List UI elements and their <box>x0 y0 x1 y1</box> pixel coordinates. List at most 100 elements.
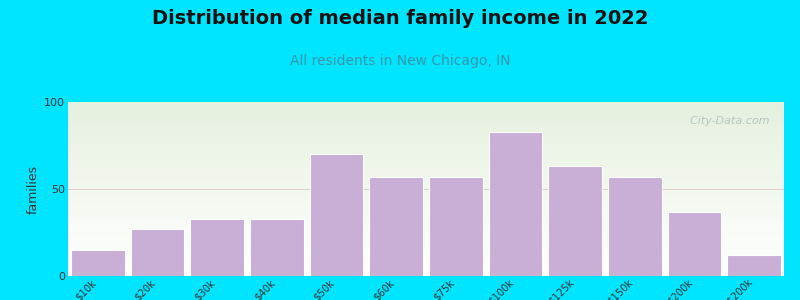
Bar <box>68 250 784 251</box>
Bar <box>68 138 784 139</box>
Bar <box>68 184 784 185</box>
Bar <box>370 177 423 276</box>
Bar <box>68 124 784 125</box>
Bar <box>68 235 784 236</box>
Text: City-Data.com: City-Data.com <box>683 116 770 126</box>
Bar <box>68 103 784 104</box>
Bar <box>489 132 542 276</box>
Bar <box>68 126 784 127</box>
Bar <box>68 176 784 177</box>
Bar <box>68 150 784 151</box>
Bar <box>68 271 784 272</box>
Bar <box>68 161 784 162</box>
Bar <box>727 255 781 276</box>
Bar <box>68 177 784 178</box>
Bar <box>68 269 784 270</box>
Bar <box>68 219 784 220</box>
Bar <box>310 154 363 276</box>
Bar <box>68 243 784 244</box>
Bar <box>68 121 784 122</box>
Bar <box>68 119 784 120</box>
Bar <box>68 107 784 108</box>
Bar <box>68 181 784 182</box>
Bar <box>68 131 784 132</box>
Bar <box>68 146 784 147</box>
Bar <box>68 111 784 112</box>
Bar <box>68 260 784 261</box>
Bar <box>68 256 784 257</box>
Bar <box>68 267 784 268</box>
Bar <box>68 140 784 141</box>
Bar <box>68 228 784 229</box>
Bar <box>68 206 784 207</box>
Bar <box>68 135 784 136</box>
Bar <box>68 253 784 254</box>
Bar <box>68 175 784 176</box>
Bar <box>68 227 784 228</box>
Bar <box>68 185 784 186</box>
Bar <box>68 262 784 263</box>
Bar <box>68 263 784 264</box>
Bar <box>68 226 784 227</box>
Bar <box>68 223 784 224</box>
Bar <box>68 251 784 252</box>
Bar <box>68 229 784 230</box>
Bar <box>68 114 784 115</box>
Bar <box>68 167 784 168</box>
Bar <box>68 193 784 194</box>
Bar <box>68 156 784 157</box>
Bar <box>68 187 784 188</box>
Bar <box>68 136 784 137</box>
Bar <box>68 245 784 246</box>
Bar <box>68 180 784 181</box>
Bar <box>68 234 784 235</box>
Bar <box>68 240 784 241</box>
Bar <box>68 127 784 128</box>
Bar <box>68 254 784 255</box>
Bar <box>68 195 784 196</box>
Bar <box>68 239 784 240</box>
Bar <box>68 241 784 242</box>
Bar <box>68 112 784 113</box>
Bar <box>68 137 784 138</box>
Bar <box>68 163 784 164</box>
Bar <box>68 236 784 237</box>
Bar <box>68 238 784 239</box>
Bar <box>68 203 784 204</box>
Bar <box>68 118 784 119</box>
Y-axis label: families: families <box>27 164 40 214</box>
Bar <box>68 157 784 158</box>
Bar <box>68 231 784 232</box>
Bar <box>68 125 784 126</box>
Bar <box>68 204 784 205</box>
Bar <box>68 225 784 226</box>
Bar <box>71 250 125 276</box>
Bar <box>68 215 784 216</box>
Bar <box>68 216 784 217</box>
Bar <box>68 159 784 160</box>
Bar <box>68 191 784 192</box>
Bar <box>68 179 784 180</box>
Bar <box>68 102 784 103</box>
Bar <box>68 122 784 123</box>
Bar <box>68 174 784 175</box>
Bar <box>68 172 784 173</box>
Bar <box>68 190 784 191</box>
Bar <box>68 218 784 219</box>
Bar <box>68 212 784 213</box>
Bar <box>68 244 784 245</box>
Bar <box>68 252 784 253</box>
Bar <box>68 221 784 222</box>
Bar <box>68 192 784 193</box>
Bar <box>68 268 784 269</box>
Bar <box>68 194 784 195</box>
Bar <box>68 105 784 106</box>
Bar <box>68 210 784 211</box>
Bar <box>68 265 784 266</box>
Bar <box>68 118 784 119</box>
Bar <box>68 116 784 117</box>
Bar <box>68 257 784 258</box>
Bar <box>68 266 784 267</box>
Bar <box>68 123 784 124</box>
Bar <box>68 200 784 201</box>
